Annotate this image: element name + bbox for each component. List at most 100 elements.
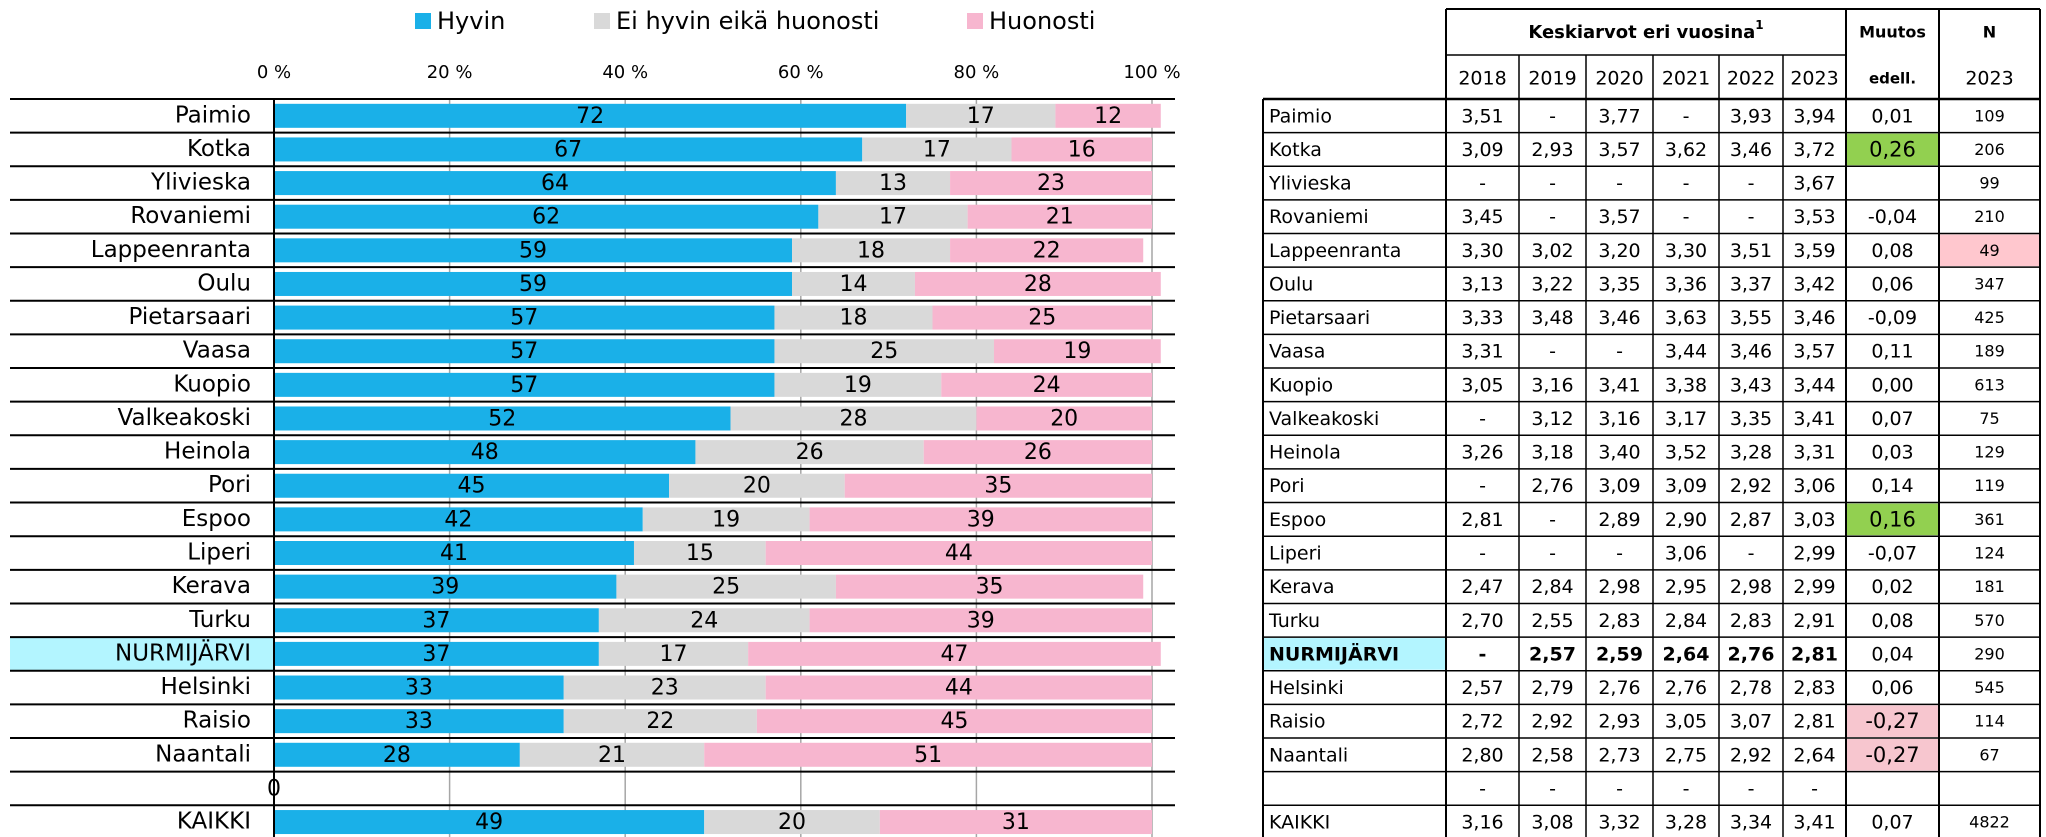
row-name: Heinola: [1269, 442, 1341, 464]
table-cell: 3,28: [1730, 442, 1772, 464]
bar-segment: [818, 204, 968, 229]
bar-segment: [274, 406, 731, 431]
table-cell: 0,06: [1871, 273, 1913, 295]
data-label: 22: [1033, 238, 1061, 263]
table-cell: -: [1479, 543, 1486, 565]
year-header: 2019: [1528, 68, 1576, 90]
table-cell: 3,51: [1730, 240, 1772, 262]
bar-segment: [809, 507, 1152, 532]
table-cell: 3,07: [1730, 711, 1772, 733]
row-name: Kuopio: [1269, 374, 1333, 396]
category-label: Pietarsaari: [129, 304, 252, 330]
table-cell: -: [1683, 206, 1690, 228]
bar-segment: [274, 641, 599, 666]
data-label: 23: [651, 676, 679, 701]
category-label: Kerava: [172, 573, 251, 599]
data-label: 39: [967, 507, 995, 532]
x-tick-label: 60 %: [778, 62, 824, 83]
table-cell: 2,75: [1665, 744, 1707, 766]
table-cell: 2,99: [1793, 543, 1835, 565]
data-label: 64: [541, 171, 569, 196]
category-label: Ylivieska: [150, 170, 251, 196]
data-label: 33: [405, 676, 433, 701]
table-cell: 3,72: [1793, 139, 1835, 161]
bar-segment: [274, 271, 793, 296]
bar-segment: [274, 137, 863, 162]
bar-segment: [563, 709, 757, 734]
n-subheader: 2023: [1965, 68, 2013, 90]
table-cell: 3,51: [1461, 105, 1503, 127]
change-subheader: edell.: [1869, 70, 1916, 88]
category-label: Turku: [188, 607, 251, 633]
table-cell: 3,36: [1665, 273, 1707, 295]
x-tick-label: 0 %: [257, 62, 291, 83]
cell-highlight: [1940, 234, 2039, 267]
row-name: Pori: [1269, 475, 1305, 497]
table-cell: 3,02: [1531, 240, 1573, 262]
bar-segment: [844, 473, 1152, 498]
table-cell: 3,62: [1665, 139, 1707, 161]
table-cell: 290: [1974, 644, 2005, 663]
table-cell: 0,08: [1871, 240, 1913, 262]
table-cell: 3,67: [1793, 173, 1835, 195]
bar-segment: [1011, 137, 1152, 162]
table-cell: 347: [1974, 274, 2005, 293]
table-cell: 0,07: [1871, 812, 1913, 834]
bar-segment: [274, 675, 564, 700]
data-label: 41: [440, 541, 468, 566]
table-cell: 2,84: [1665, 610, 1707, 632]
table-cell: 2,98: [1730, 576, 1772, 598]
table-cell: 3,30: [1461, 240, 1503, 262]
table-cell: 545: [1974, 678, 2005, 697]
data-label: 25: [870, 339, 898, 364]
table-cell: 3,26: [1461, 442, 1503, 464]
table-cell: 0,06: [1871, 677, 1913, 699]
table-cell: 3,46: [1730, 139, 1772, 161]
table-cell: 3,44: [1793, 374, 1835, 396]
row-name: Rovaniemi: [1269, 206, 1369, 228]
bar-segment: [950, 171, 1152, 196]
table-cell: 3,52: [1665, 442, 1707, 464]
row-name: Paimio: [1269, 105, 1332, 127]
table-cell: 2,57: [1461, 677, 1503, 699]
table-cell: 4822: [1969, 813, 2010, 832]
table-cell: 2,93: [1598, 711, 1640, 733]
table-cell: 3,35: [1730, 408, 1772, 430]
bar-segment: [748, 641, 1161, 666]
category-label: Liperi: [187, 540, 251, 566]
row-name: Naantali: [1269, 744, 1348, 766]
bar-segment: [765, 541, 1152, 566]
x-tick-label: 40 %: [602, 62, 648, 83]
data-label: 17: [923, 137, 951, 162]
table-cell: 2,83: [1793, 677, 1835, 699]
table-cell: 3,57: [1598, 206, 1640, 228]
data-label: 15: [686, 541, 714, 566]
data-label: 19: [1063, 339, 1091, 364]
table-cell: 3,45: [1461, 206, 1503, 228]
table-cell: 2,57: [1529, 643, 1576, 665]
table-cell: 210: [1974, 207, 2005, 226]
bar-segment: [274, 103, 907, 128]
data-label: 48: [471, 440, 499, 465]
bar-segment: [274, 339, 775, 364]
table-cell: 3,32: [1598, 812, 1640, 834]
category-label: Helsinki: [161, 674, 252, 700]
table-cell: -: [1811, 778, 1818, 800]
legend-swatch: [967, 13, 983, 29]
table-cell: -: [1549, 206, 1556, 228]
table-cell: 3,30: [1665, 240, 1707, 262]
table-cell: 613: [1974, 375, 2005, 394]
data-label: 62: [532, 205, 560, 230]
data-label: 57: [510, 373, 538, 398]
table-cell: -: [1549, 543, 1556, 565]
data-label: 35: [984, 474, 1012, 499]
data-label: 51: [914, 743, 942, 768]
legend-label: Huonosti: [989, 7, 1095, 35]
table-cell: 3,57: [1598, 139, 1640, 161]
row-name: NURMIJÄRVI: [1269, 641, 1399, 665]
data-label: 18: [839, 306, 867, 331]
table-cell: 3,93: [1730, 105, 1772, 127]
legend-swatch: [415, 13, 431, 29]
table-cell: 3,18: [1531, 442, 1573, 464]
data-label: 44: [945, 541, 973, 566]
